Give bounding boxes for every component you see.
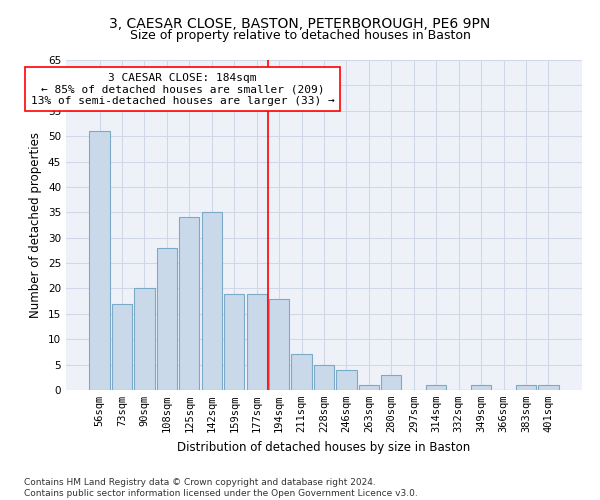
Bar <box>157 248 177 390</box>
Bar <box>224 294 244 390</box>
Text: 3, CAESAR CLOSE, BASTON, PETERBOROUGH, PE6 9PN: 3, CAESAR CLOSE, BASTON, PETERBOROUGH, P… <box>109 18 491 32</box>
Bar <box>381 375 401 390</box>
Bar <box>426 385 446 390</box>
Bar <box>112 304 132 390</box>
Bar <box>538 385 559 390</box>
Bar <box>247 294 267 390</box>
Bar <box>292 354 311 390</box>
Bar <box>134 288 155 390</box>
Bar <box>314 364 334 390</box>
Text: Size of property relative to detached houses in Baston: Size of property relative to detached ho… <box>130 29 470 42</box>
Bar <box>337 370 356 390</box>
Text: Contains HM Land Registry data © Crown copyright and database right 2024.
Contai: Contains HM Land Registry data © Crown c… <box>24 478 418 498</box>
Text: 3 CAESAR CLOSE: 184sqm
← 85% of detached houses are smaller (209)
13% of semi-de: 3 CAESAR CLOSE: 184sqm ← 85% of detached… <box>31 72 334 106</box>
Bar <box>89 131 110 390</box>
Y-axis label: Number of detached properties: Number of detached properties <box>29 132 43 318</box>
Bar <box>471 385 491 390</box>
Bar <box>269 298 289 390</box>
X-axis label: Distribution of detached houses by size in Baston: Distribution of detached houses by size … <box>178 440 470 454</box>
Bar <box>179 218 199 390</box>
Bar <box>202 212 222 390</box>
Bar <box>516 385 536 390</box>
Bar <box>359 385 379 390</box>
